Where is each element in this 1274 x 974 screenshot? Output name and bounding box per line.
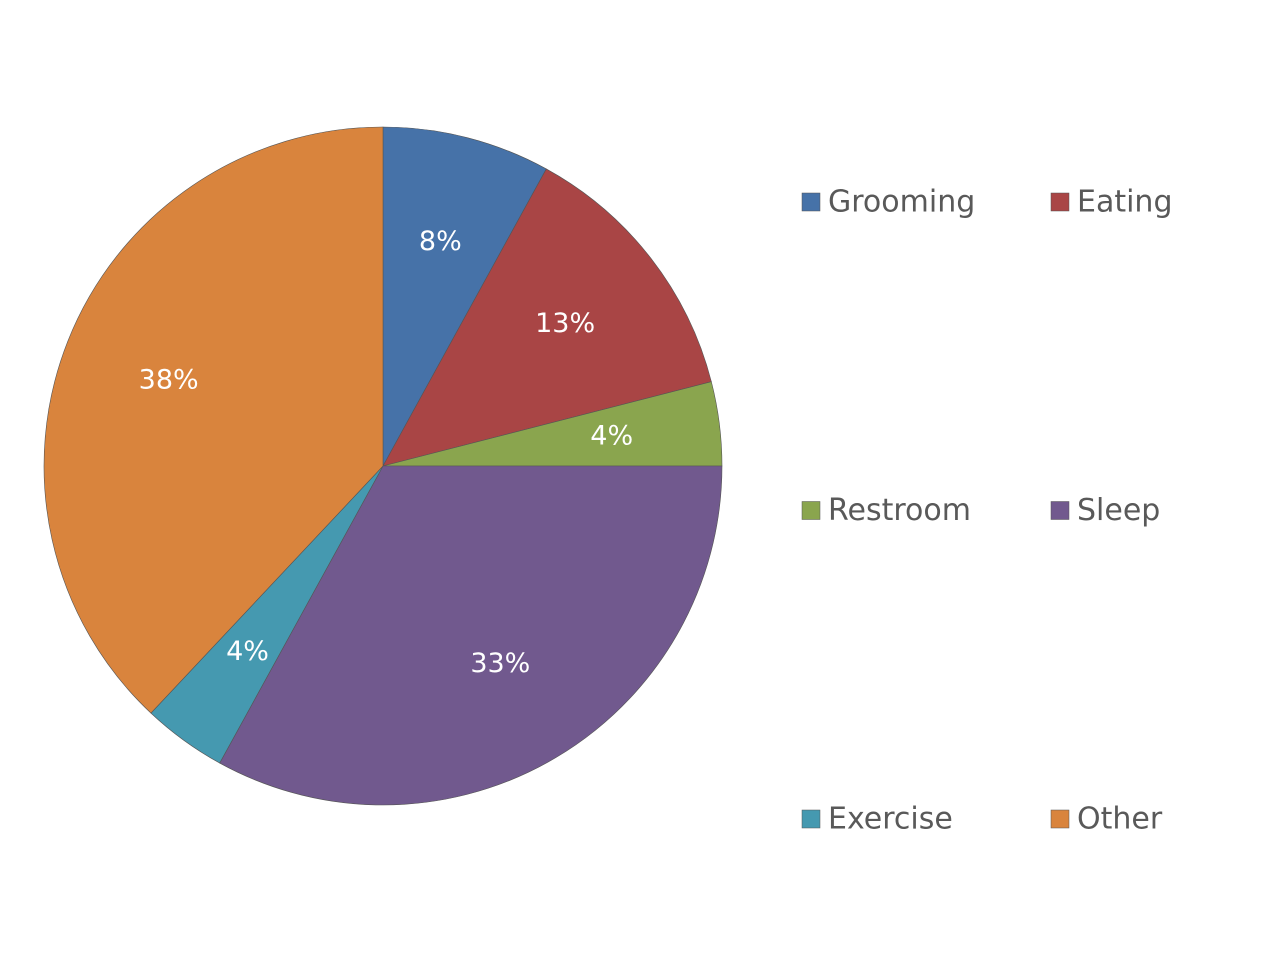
pie-slice [219,465,723,806]
legend-swatch [1050,192,1070,212]
pie-slice [43,126,384,714]
legend-label: Sleep [1077,493,1160,528]
legend-swatch [1050,809,1070,829]
legend-label: Other [1077,802,1163,837]
pie-slice [382,168,712,467]
legend-label: Exercise [828,802,953,837]
legend-swatch [1050,501,1070,520]
legend-label: Restroom [828,493,971,528]
legend-swatch [801,809,821,829]
data-label: 13% [535,308,595,339]
legend-swatch [801,501,821,520]
legend-label: Eating [1077,185,1173,220]
data-label: 33% [470,648,530,679]
legend-label: Grooming [828,185,975,220]
data-label: 4% [590,421,633,452]
pie-slice [382,126,547,467]
legend-swatch [801,192,821,212]
data-label: 4% [226,636,269,667]
data-label: 38% [139,365,199,396]
data-label: 8% [419,226,462,257]
